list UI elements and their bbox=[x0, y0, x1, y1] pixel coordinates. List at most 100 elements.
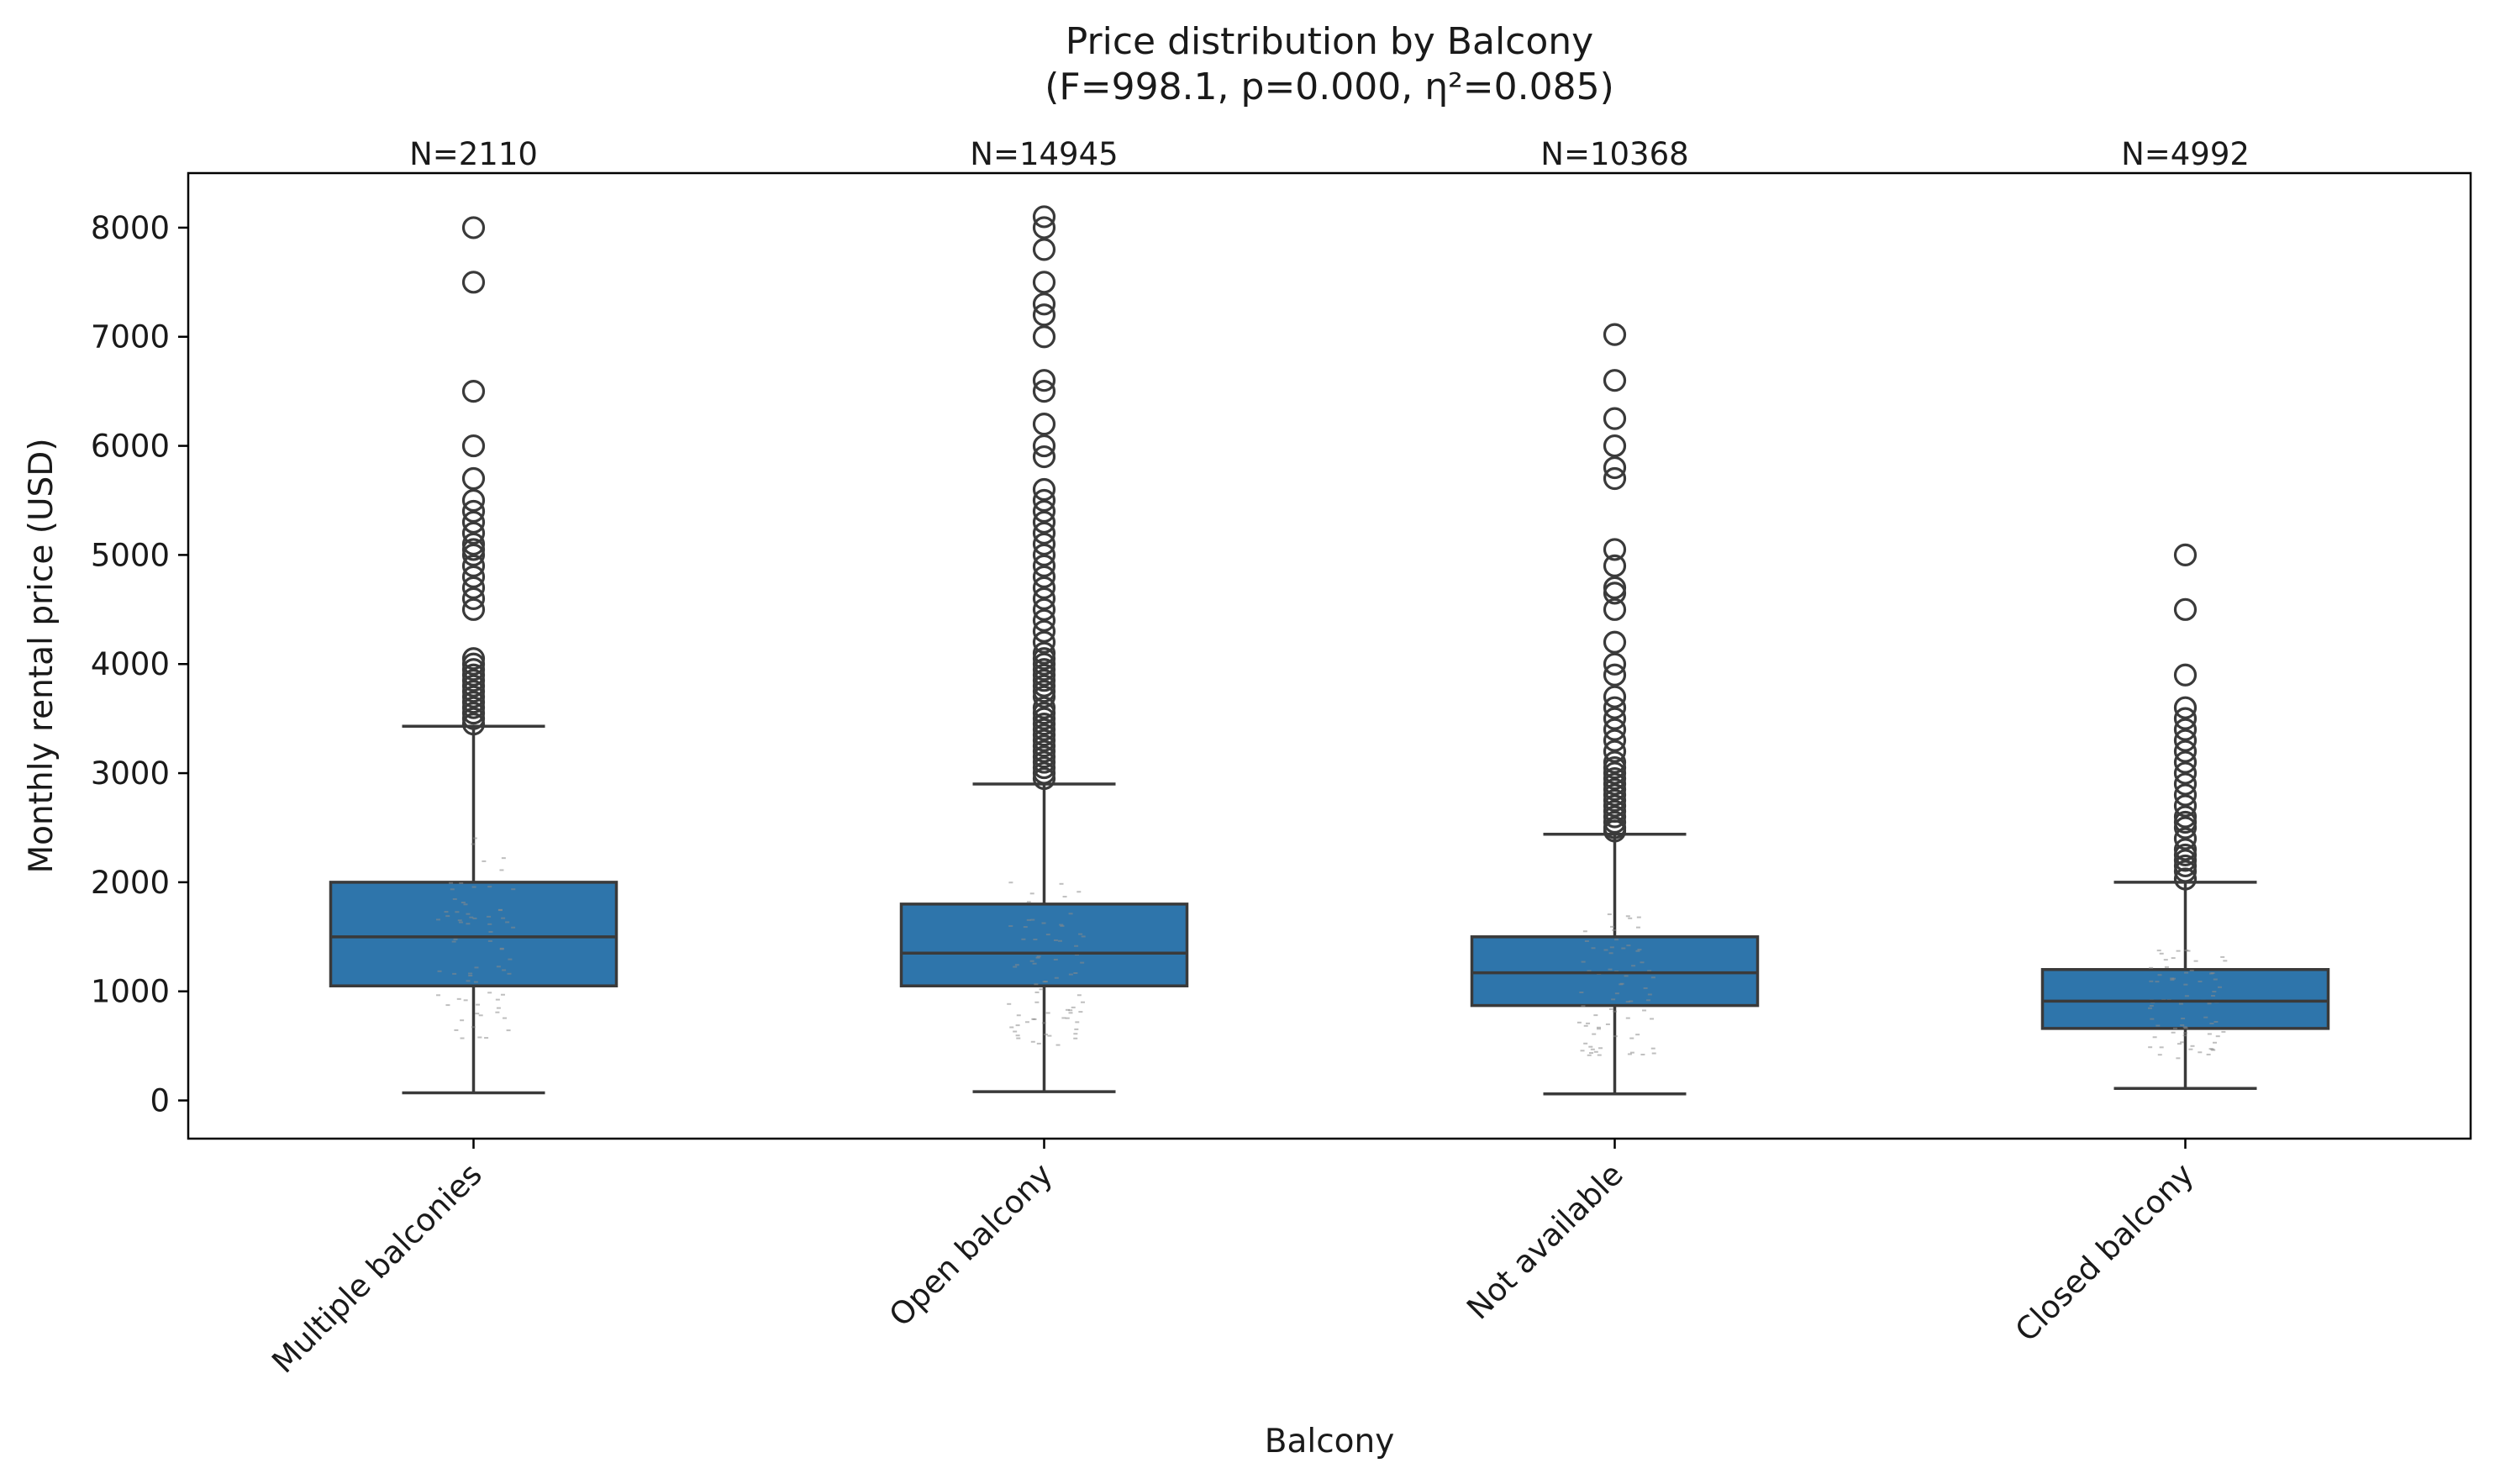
outlier-point bbox=[2173, 750, 2198, 774]
outlier-point bbox=[1032, 587, 1056, 610]
jitter-point bbox=[1581, 960, 1586, 963]
outlier-point bbox=[1603, 466, 1627, 491]
jitter-point bbox=[1580, 1050, 1585, 1052]
jitter-point bbox=[1054, 976, 1059, 979]
outlier-point bbox=[1032, 205, 1056, 229]
jitter-point bbox=[1645, 999, 1650, 1002]
jitter-point bbox=[1068, 1009, 1073, 1012]
jitter-point bbox=[501, 917, 506, 919]
outlier-point bbox=[1032, 608, 1056, 632]
outlier-point bbox=[1603, 772, 1627, 796]
outlier-point bbox=[1032, 521, 1056, 545]
outlier-point bbox=[2173, 718, 2198, 741]
jitter-point bbox=[497, 908, 503, 911]
outlier-point bbox=[2173, 543, 2198, 567]
jitter-point bbox=[2176, 1057, 2181, 1060]
outlier-point bbox=[1032, 619, 1056, 643]
outlier-point bbox=[1603, 630, 1627, 654]
jitter-point bbox=[2182, 1032, 2187, 1034]
outlier-point bbox=[461, 434, 486, 458]
jitter-point bbox=[1073, 1037, 1078, 1039]
jitter-point bbox=[1045, 1012, 1050, 1014]
outlier-point bbox=[1603, 799, 1627, 824]
jitter-point bbox=[451, 940, 456, 943]
jitter-point bbox=[2159, 1046, 2164, 1049]
jitter-point bbox=[472, 917, 477, 919]
outlier-point bbox=[1032, 766, 1056, 791]
outlier-point bbox=[1032, 669, 1056, 692]
jitter-point bbox=[1016, 1014, 1021, 1017]
outlier-point bbox=[1603, 554, 1627, 577]
jitter-point bbox=[2182, 1034, 2187, 1037]
jitter-point bbox=[1073, 1033, 1078, 1035]
jitter-point bbox=[1008, 925, 1013, 928]
jitter-point bbox=[1015, 1034, 1020, 1037]
outlier-point bbox=[1603, 663, 1627, 687]
outlier-point bbox=[461, 658, 486, 681]
outlier-point bbox=[461, 538, 486, 561]
jitter-point bbox=[1621, 947, 1626, 950]
jitter-point bbox=[1635, 1034, 1640, 1036]
jitter-point bbox=[1605, 1023, 1610, 1025]
outlier-point bbox=[1032, 445, 1056, 469]
jitter-point bbox=[453, 938, 458, 940]
jitter-point bbox=[511, 926, 516, 929]
outlier-point bbox=[1032, 724, 1056, 747]
jitter-point bbox=[1075, 1021, 1080, 1024]
jitter-point bbox=[1635, 926, 1640, 929]
jitter-point bbox=[459, 881, 464, 884]
jitter-point bbox=[1036, 1042, 1041, 1045]
jitter-point bbox=[1078, 1011, 1083, 1013]
outlier-point bbox=[1032, 597, 1056, 621]
jitter-point bbox=[2211, 994, 2216, 997]
outlier-point bbox=[2173, 597, 2198, 621]
jitter-point bbox=[435, 918, 440, 921]
jitter-point bbox=[2215, 1035, 2220, 1038]
jitter-point bbox=[2152, 1036, 2157, 1039]
jitter-point bbox=[1629, 1037, 1634, 1039]
jitter-point bbox=[2156, 950, 2161, 952]
jitter-point bbox=[487, 939, 492, 942]
outlier-point bbox=[2173, 816, 2198, 839]
jitter-point bbox=[1029, 960, 1034, 962]
jitter-point bbox=[1044, 981, 1049, 983]
jitter-point bbox=[455, 911, 460, 913]
x-tick-label: Open balcony bbox=[882, 1156, 1060, 1334]
jitter-point bbox=[1611, 998, 1616, 1001]
jitter-point bbox=[505, 921, 510, 924]
jitter-point bbox=[2207, 1033, 2212, 1035]
jitter-point bbox=[1624, 975, 1629, 977]
jitter-point bbox=[2180, 1024, 2185, 1026]
outlier-point bbox=[1032, 576, 1056, 599]
jitter-point bbox=[1647, 993, 1652, 996]
jitter-point bbox=[1586, 1022, 1591, 1024]
jitter-point bbox=[1629, 1000, 1634, 1002]
jitter-point bbox=[471, 1026, 476, 1029]
jitter-point bbox=[436, 994, 441, 997]
outlier-point bbox=[1603, 766, 1627, 791]
jitter-point bbox=[2177, 1043, 2182, 1045]
jitter-point bbox=[450, 888, 455, 891]
jitter-point bbox=[1592, 1033, 1597, 1035]
jitter-point bbox=[2159, 952, 2164, 955]
jitter-point bbox=[487, 886, 492, 888]
jitter-point bbox=[496, 966, 501, 968]
y-tick-label: 2000 bbox=[91, 865, 170, 901]
outlier-point bbox=[1603, 761, 1627, 785]
jitter-point bbox=[472, 837, 477, 839]
jitter-point bbox=[2208, 1048, 2213, 1050]
jitter-point bbox=[1631, 965, 1636, 967]
outlier-point bbox=[1603, 755, 1627, 780]
jitter-point bbox=[2183, 983, 2188, 986]
jitter-point bbox=[1635, 950, 1640, 952]
jitter-point bbox=[2213, 1020, 2219, 1023]
outlier-point bbox=[1603, 576, 1627, 599]
outlier-point bbox=[1032, 380, 1056, 403]
jitter-point bbox=[1035, 956, 1040, 959]
jitter-point bbox=[1009, 1026, 1014, 1029]
jitter-point bbox=[1597, 1028, 1602, 1030]
jitter-point bbox=[495, 1011, 500, 1013]
jitter-point bbox=[1076, 994, 1082, 997]
jitter-point bbox=[1650, 1047, 1655, 1050]
jitter-point bbox=[1579, 991, 1584, 993]
